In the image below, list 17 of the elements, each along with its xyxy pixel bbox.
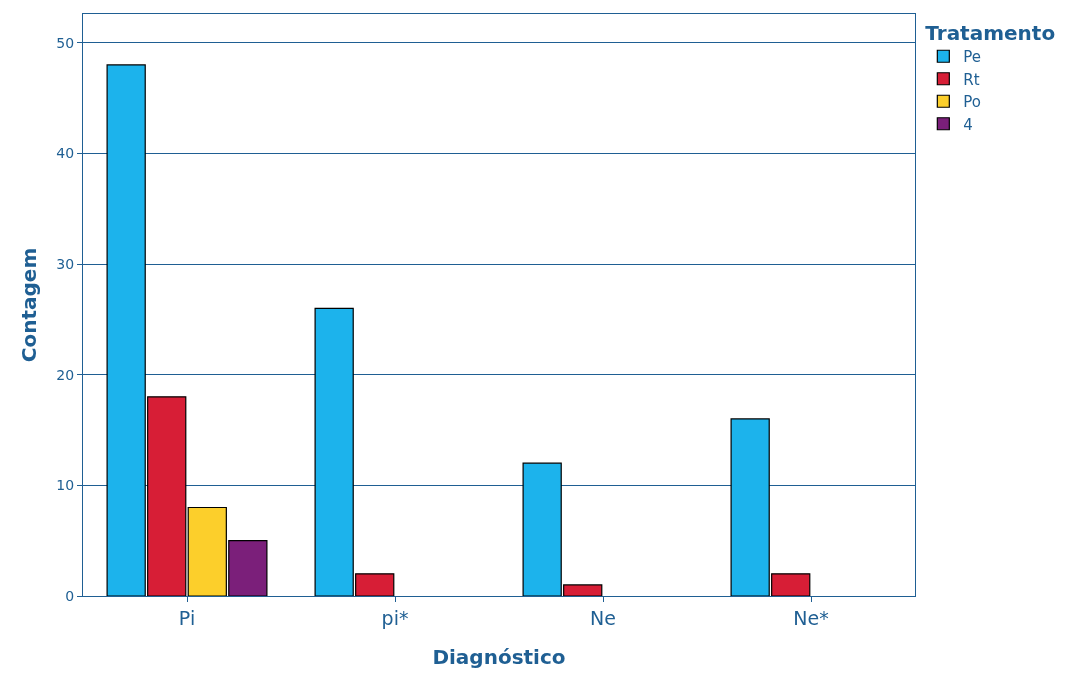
- y-tick-label: 10: [56, 477, 75, 494]
- y-tick-label: 40: [56, 145, 75, 162]
- x-tick-label: Ne*: [793, 606, 829, 629]
- y-tick-label: 20: [56, 366, 75, 383]
- x-tick-label: Ne: [590, 606, 616, 629]
- legend-label: Pe: [963, 48, 982, 67]
- x-axis-title: Diagnóstico: [432, 645, 566, 670]
- legend-title: Tratamento: [925, 21, 1056, 45]
- legend-label: 4: [963, 115, 973, 134]
- y-tick-label: 30: [56, 255, 75, 272]
- x-tick-label: pi*: [381, 606, 409, 629]
- legend-label: Po: [963, 93, 982, 112]
- legend-label: Rt: [963, 70, 980, 89]
- y-axis-title: Contagem: [16, 247, 41, 363]
- x-tick-label: Pi: [178, 606, 196, 629]
- y-tick-label: 50: [56, 34, 75, 51]
- y-tick-label: 0: [65, 587, 75, 604]
